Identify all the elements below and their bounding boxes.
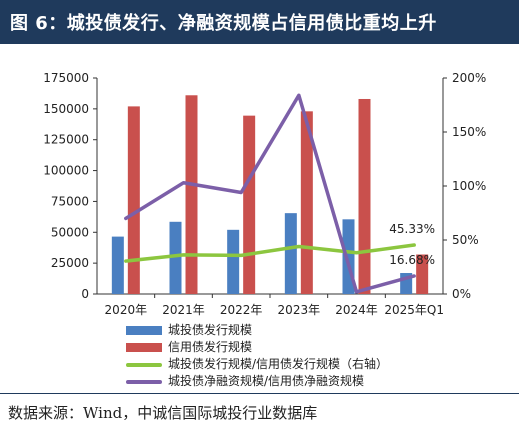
y-left-tick-label: 100000: [43, 164, 89, 178]
legend-label-4: 城投债净融资规模/信用债净融资规模: [168, 374, 365, 388]
line-series-3: [124, 243, 416, 263]
bar-城投债发行规模-2022年: [227, 229, 240, 294]
x-tick-label: 2020年: [105, 303, 148, 317]
source-note: 数据来源：Wind，中诚信国际城投行业数据库: [8, 404, 318, 422]
legend-label-1: 城投债发行规模: [168, 323, 253, 337]
y-right-tick-label: 100%: [452, 179, 486, 193]
bar-信用债发行规模-2024年: [358, 98, 371, 295]
bar-城投债发行规模-2020年: [111, 236, 124, 294]
y-right-tick-label: 200%: [452, 71, 486, 85]
legend-item-2: 信用债发行规模: [126, 339, 388, 356]
legend-item-1: 城投债发行规模: [126, 322, 388, 339]
line-series-4: [124, 93, 416, 294]
data-label-1: 45.33%: [389, 222, 435, 236]
y-left-tick-label: 175000: [43, 71, 89, 85]
x-tick-label: 2024年: [335, 303, 378, 317]
legend-swatch-3: [126, 362, 162, 367]
bar-信用债发行规模-2025年Q1: [416, 254, 429, 294]
bar-信用债发行规模-2020年: [127, 106, 140, 294]
title-bar: 图 6：城投债发行、净融资规模占信用债比重均上升: [0, 0, 519, 44]
bar-城投债发行规模-2021年: [169, 221, 182, 294]
y-left-tick-label: 25000: [51, 256, 89, 270]
y-left-tick-label: 150000: [43, 102, 89, 116]
legend-item-4: 城投债净融资规模/信用债净融资规模: [126, 373, 388, 390]
y-left-tick-label: 75000: [51, 194, 89, 208]
y-left-tick-label: 125000: [43, 133, 89, 147]
legend-swatch-4: [126, 379, 162, 384]
bar-城投债发行规模-2023年: [284, 213, 297, 294]
y-right-tick-label: 150%: [452, 125, 486, 139]
chart-title: 图 6：城投债发行、净融资规模占信用债比重均上升: [10, 13, 437, 34]
legend: 城投债发行规模 信用债发行规模 城投债发行规模/信用债发行规模（右轴） 城投债净…: [126, 322, 388, 390]
bar-信用债发行规模-2022年: [243, 115, 256, 294]
legend-swatch-1: [126, 326, 162, 335]
y-right-tick-label: 50%: [452, 233, 479, 247]
chart: 0 25000 50000 75000 100000 125000 150000 175000…: [43, 71, 486, 317]
legend-swatch-2: [126, 343, 162, 352]
source-divider: [0, 393, 519, 394]
legend-item-3: 城投债发行规模/信用债发行规模（右轴）: [126, 356, 388, 373]
data-label-2: 16.68%: [389, 253, 435, 267]
x-tick-label: 2021年: [162, 303, 205, 317]
y-left-tick-label: 0: [81, 287, 89, 301]
y-left-tick-label: 50000: [51, 225, 89, 239]
bar-信用债发行规模-2021年: [185, 95, 198, 294]
x-tick-label: 2023年: [278, 303, 321, 317]
x-tick-label: 2022年: [220, 303, 263, 317]
y-right-tick-label: 0%: [452, 287, 471, 301]
x-tick-label: 2025年Q1: [384, 303, 444, 317]
legend-label-3: 城投债发行规模/信用债发行规模（右轴）: [168, 357, 389, 371]
legend-label-2: 信用债发行规模: [168, 340, 253, 354]
